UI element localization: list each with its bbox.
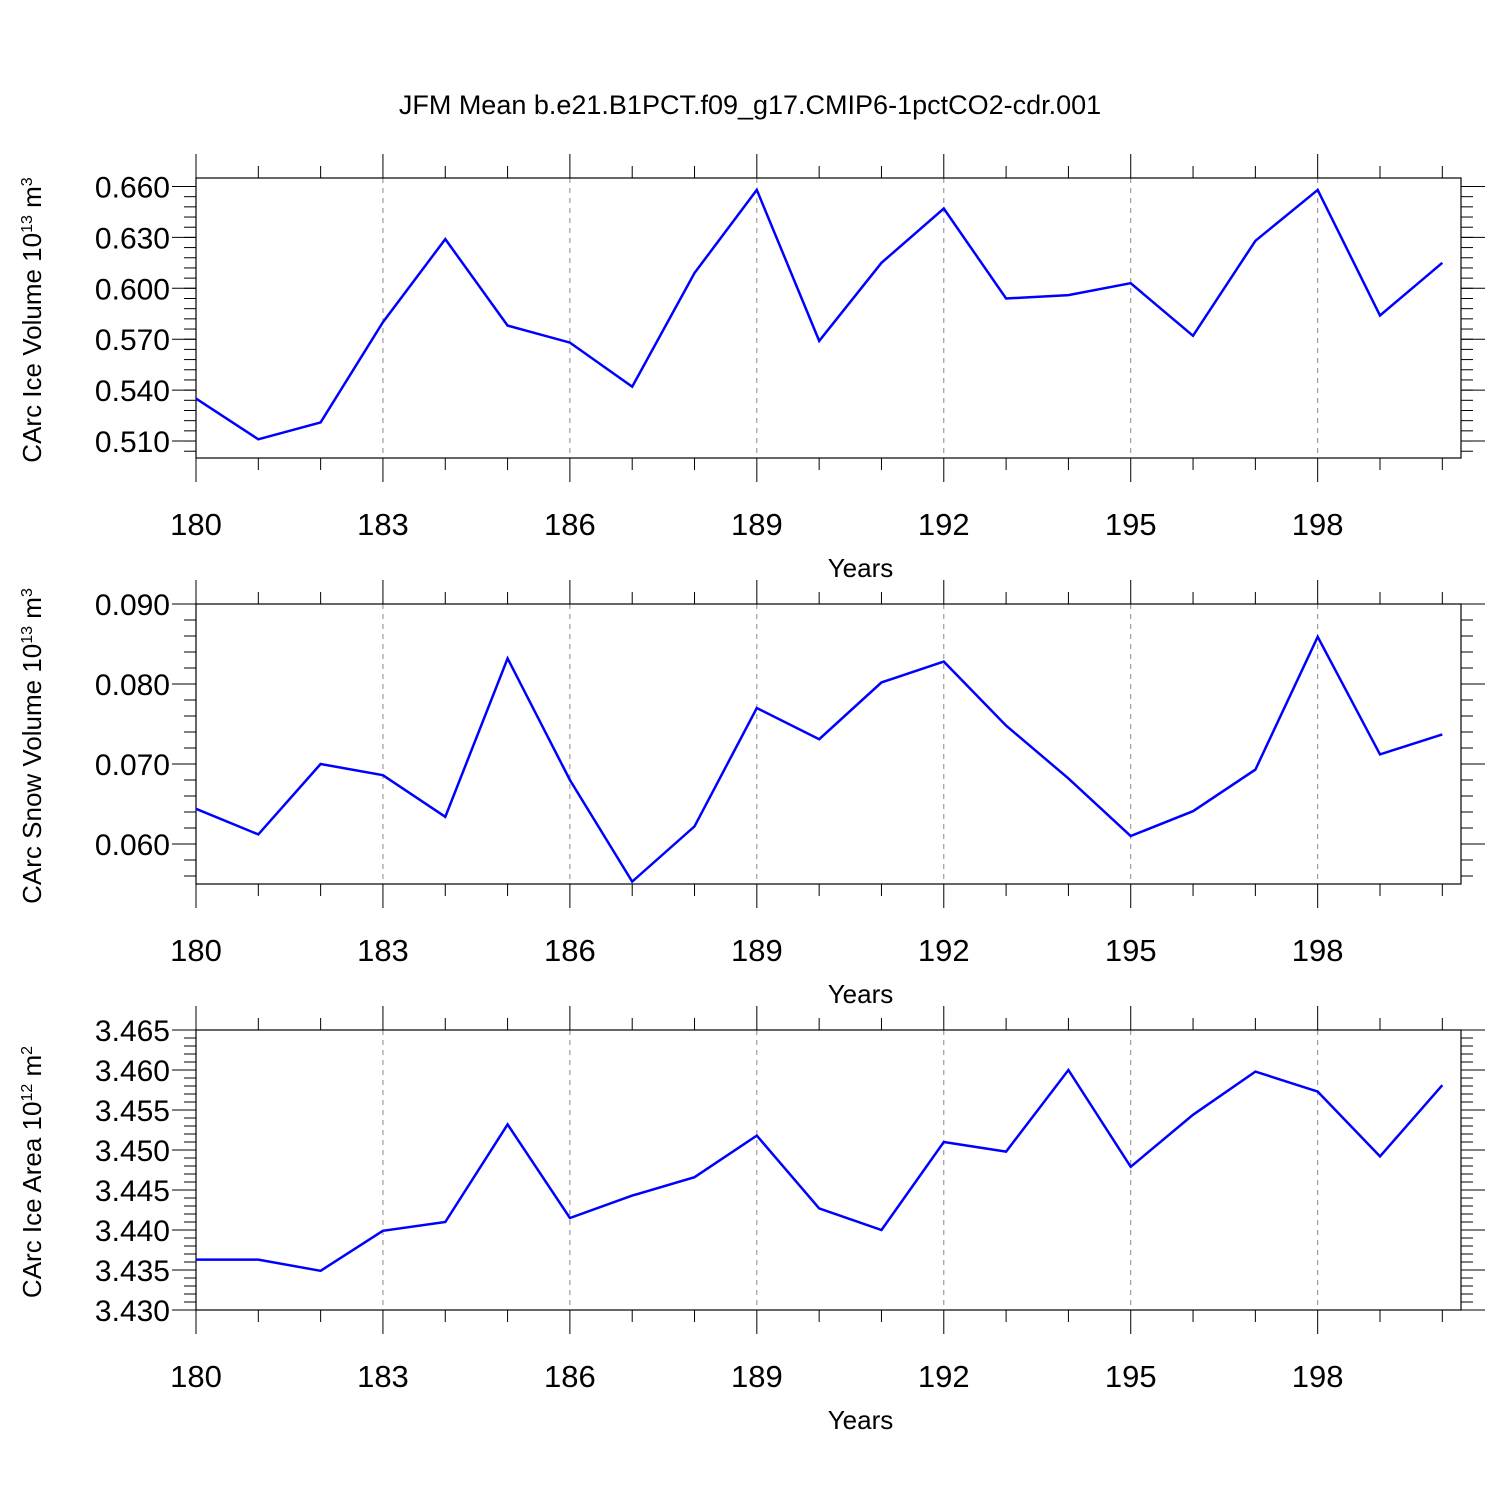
figure-title: JFM Mean b.e21.B1PCT.f09_g17.CMIP6-1pctC… [399, 90, 1101, 120]
y-tick-label: 0.600 [95, 273, 170, 306]
y-tick-label: 0.080 [95, 669, 170, 702]
plot-frame [195, 1029, 1462, 1311]
y-tick-label: 0.570 [95, 324, 170, 357]
x-tick-label: 183 [357, 1359, 409, 1394]
x-tick-label: 198 [1292, 1359, 1344, 1394]
x-tick-label: 183 [357, 507, 409, 542]
x-axis-label: Years [828, 553, 894, 583]
plot-frame [195, 603, 1462, 885]
x-axis-label: Years [828, 979, 894, 1009]
y-tick-label: 3.465 [95, 1015, 170, 1048]
panel-3: 3.430 3.435 3.440 3.445 3.450 3.455 3.460 3.465… [17, 1006, 1485, 1435]
y-tick-label: 3.445 [95, 1175, 170, 1208]
x-tick-label: 180 [170, 933, 222, 968]
y-tick-label: 0.540 [95, 375, 170, 408]
y-axis-label: CArc Ice Volume 1013 m3 [17, 177, 47, 462]
panels: 0.510 0.540 0.570 0.600 0.630 0.660 180 183 186 1… [17, 154, 1485, 1435]
panel-1: 0.510 0.540 0.570 0.600 0.630 0.660 180 183 186 1… [17, 154, 1485, 583]
plot-frame [195, 177, 1462, 459]
y-tick-label: 3.430 [95, 1295, 170, 1328]
y-tick-label: 3.460 [95, 1055, 170, 1088]
x-tick-label: 195 [1105, 1359, 1157, 1394]
y-tick-label: 0.660 [95, 171, 170, 204]
x-tick-label: 192 [918, 507, 970, 542]
x-tick-label: 186 [544, 933, 596, 968]
x-tick-label: 198 [1292, 933, 1344, 968]
x-tick-label: 180 [170, 507, 222, 542]
y-tick-label: 0.510 [95, 426, 170, 459]
x-tick-label: 186 [544, 1359, 596, 1394]
y-axis-label: CArc Ice Area 1012 m2 [17, 1046, 47, 1298]
y-tick-label: 0.060 [95, 829, 170, 862]
series-line [195, 634, 1443, 884]
x-tick-label: 180 [170, 1359, 222, 1394]
series-line [196, 1067, 1444, 1273]
x-tick-label: 198 [1292, 507, 1344, 542]
y-tick-label: 3.435 [95, 1255, 170, 1288]
x-tick-label: 195 [1105, 933, 1157, 968]
y-tick-label: 3.450 [95, 1135, 170, 1168]
panel-2: 0.060 0.070 0.080 0.090 180 183 186 189 192 195 19… [17, 580, 1485, 1009]
x-tick-label: 189 [731, 933, 783, 968]
x-tick-label: 189 [731, 1359, 783, 1394]
series-line [195, 187, 1444, 441]
x-tick-label: 189 [731, 507, 783, 542]
y-tick-label: 0.630 [95, 222, 170, 255]
y-tick-label: 0.070 [95, 749, 170, 782]
x-axis-label: Years [828, 1405, 894, 1435]
x-tick-label: 183 [357, 933, 409, 968]
x-tick-label: 192 [918, 933, 970, 968]
x-tick-label: 195 [1105, 507, 1157, 542]
y-tick-label: 3.455 [95, 1095, 170, 1128]
y-tick-label: 0.090 [95, 589, 170, 622]
y-axis-label: CArc Snow Volume 1013 m3 [17, 588, 47, 904]
x-tick-label: 192 [918, 1359, 970, 1394]
x-tick-label: 186 [544, 507, 596, 542]
y-tick-label: 3.440 [95, 1215, 170, 1248]
